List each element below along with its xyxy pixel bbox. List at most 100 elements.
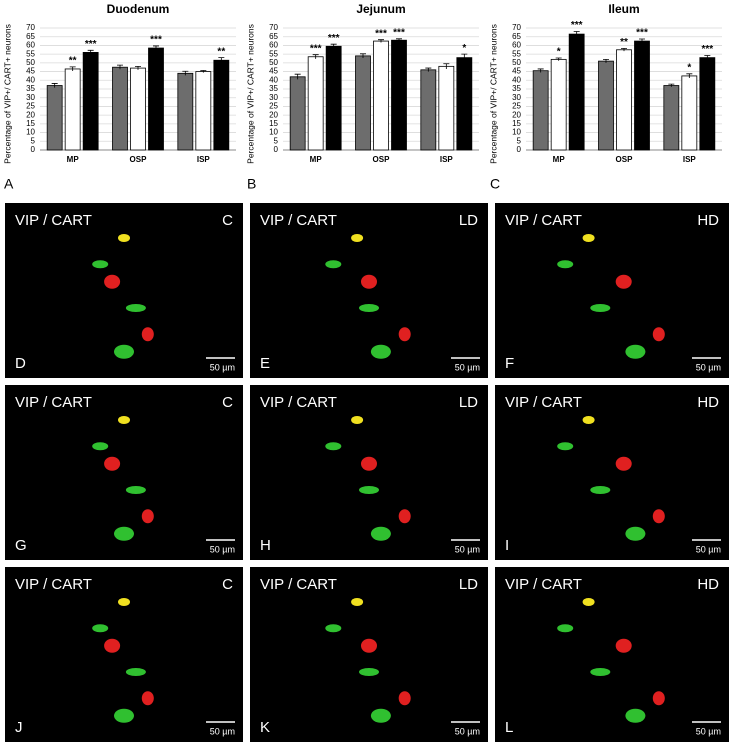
scale-label: 50 µm [210, 362, 235, 372]
error-bar [537, 68, 544, 73]
y-tick-label: 70 [512, 23, 521, 32]
error-bar [603, 58, 609, 63]
panel-letter: B [247, 176, 256, 192]
scale-label: 50 µm [696, 544, 721, 554]
error-bar [686, 73, 693, 79]
x-tick-label: ISP [440, 155, 454, 164]
y-tick-label: 0 [31, 145, 36, 154]
error-bar [621, 47, 627, 52]
scale-label: 50 µm [455, 726, 480, 736]
y-tick-label: 0 [517, 145, 522, 154]
y-tick-label: 60 [512, 41, 521, 50]
cell [118, 234, 130, 242]
error-bar [378, 39, 384, 43]
cell [141, 327, 154, 342]
cell [582, 598, 595, 606]
panel-letter: E [260, 355, 270, 372]
y-tick-label: 40 [512, 75, 521, 84]
cell [359, 668, 379, 676]
stain-label: VIP / CART [15, 576, 92, 593]
micrograph: VIP / CART LD E 50 µm [250, 203, 488, 378]
micrograph: VIP / CART LD H 50 µm [250, 385, 488, 560]
cell [114, 526, 134, 541]
chart-title: Ileum [608, 2, 639, 16]
cell [92, 442, 109, 451]
bar [616, 49, 632, 151]
cell [325, 624, 342, 633]
significance: ** [69, 56, 77, 67]
significance: * [462, 43, 466, 54]
chart-title: Jejunum [356, 2, 405, 16]
cell [104, 638, 121, 653]
x-tick-label: OSP [130, 155, 148, 164]
y-tick-label: 20 [269, 110, 278, 119]
cell [351, 598, 364, 606]
cell [361, 638, 377, 653]
cell [398, 509, 411, 524]
cell [557, 624, 574, 633]
y-tick-label: 30 [269, 93, 278, 102]
bar [325, 45, 342, 151]
x-tick-label: ISP [683, 155, 697, 164]
bar [391, 39, 407, 151]
group-label: HD [697, 212, 719, 229]
micrograph: VIP / CART HD I 50 µm [495, 385, 729, 560]
error-bar [135, 65, 141, 70]
stain-label: VIP / CART [505, 576, 582, 593]
bar [420, 69, 437, 151]
y-tick-label: 60 [26, 41, 35, 50]
x-tick-label: OSP [373, 155, 391, 164]
bar [681, 75, 698, 151]
significance: ** [217, 46, 225, 57]
chart-title: Duodenum [107, 2, 170, 16]
cell [652, 691, 665, 706]
scale-label: 50 µm [210, 726, 235, 736]
stain-label: VIP / CART [505, 212, 582, 229]
error-bar [704, 55, 711, 60]
cell [582, 234, 595, 242]
micrograph-background [250, 567, 488, 742]
y-tick-label: 65 [26, 32, 35, 41]
cell [118, 416, 130, 424]
stain-label: VIP / CART [260, 394, 337, 411]
cell [141, 509, 154, 524]
x-tick-label: OSP [616, 155, 634, 164]
y-tick-label: 55 [512, 49, 521, 58]
error-bar [639, 38, 645, 44]
cell [590, 486, 611, 494]
bar [355, 55, 371, 151]
cell [325, 260, 342, 269]
bar [112, 66, 128, 151]
significance: * [687, 62, 691, 73]
micrograph-background [495, 203, 729, 378]
y-tick-label: 55 [269, 49, 278, 58]
error-bar [330, 43, 337, 49]
bar [568, 33, 585, 151]
x-tick-label: MP [67, 155, 80, 164]
bar [634, 40, 650, 151]
error-bar [117, 64, 123, 70]
bar [438, 65, 455, 151]
cell [625, 708, 646, 723]
error-bar [461, 53, 468, 62]
significance: *** [310, 43, 322, 54]
cell [398, 691, 411, 706]
error-bar [425, 67, 432, 72]
panel-letter: D [15, 355, 26, 372]
cell [114, 344, 134, 359]
y-tick-label: 40 [269, 75, 278, 84]
cell [370, 344, 391, 359]
cell [615, 638, 632, 653]
significance: *** [85, 39, 97, 50]
cell [652, 327, 665, 342]
cell [125, 668, 146, 676]
y-tick-label: 15 [512, 119, 521, 128]
y-tick-label: 70 [26, 23, 35, 32]
y-tick-label: 30 [26, 93, 35, 102]
cell [359, 304, 379, 312]
cell [625, 526, 646, 541]
bar [46, 85, 63, 151]
bar [148, 47, 164, 151]
significance: *** [701, 44, 713, 55]
